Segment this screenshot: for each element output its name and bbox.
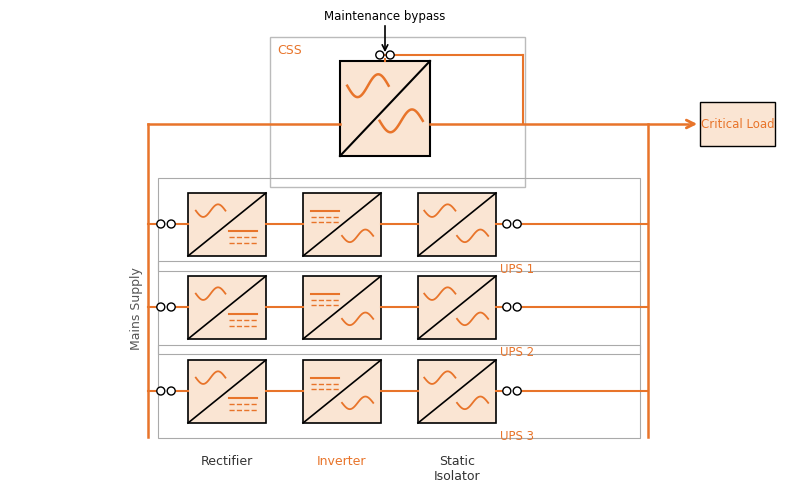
Text: Static
Isolator: Static Isolator xyxy=(434,454,481,480)
Bar xyxy=(418,360,496,423)
Bar xyxy=(418,276,496,339)
Bar xyxy=(158,345,640,438)
Bar xyxy=(303,193,381,256)
Text: UPS 1: UPS 1 xyxy=(500,263,534,276)
Circle shape xyxy=(513,220,521,228)
Text: UPS 2: UPS 2 xyxy=(500,346,534,359)
Bar xyxy=(340,62,430,156)
Circle shape xyxy=(167,303,175,312)
Circle shape xyxy=(167,387,175,395)
Circle shape xyxy=(157,303,165,312)
Circle shape xyxy=(513,387,521,395)
Text: Critical Load: Critical Load xyxy=(701,118,774,131)
Text: Maintenance bypass: Maintenance bypass xyxy=(324,10,446,23)
Circle shape xyxy=(503,220,511,228)
Circle shape xyxy=(513,303,521,312)
Bar xyxy=(158,179,640,271)
Bar xyxy=(700,103,775,147)
Circle shape xyxy=(157,387,165,395)
Bar xyxy=(158,262,640,354)
Circle shape xyxy=(167,220,175,228)
Bar xyxy=(303,360,381,423)
Circle shape xyxy=(503,387,511,395)
Circle shape xyxy=(503,303,511,312)
Text: Mains Supply: Mains Supply xyxy=(129,266,143,349)
Bar xyxy=(303,276,381,339)
Bar xyxy=(418,193,496,256)
Bar xyxy=(188,193,266,256)
Bar xyxy=(188,360,266,423)
Circle shape xyxy=(376,52,384,60)
Bar xyxy=(188,276,266,339)
Text: Inverter: Inverter xyxy=(317,454,366,467)
Circle shape xyxy=(157,220,165,228)
Text: UPS 3: UPS 3 xyxy=(500,430,534,443)
Bar xyxy=(270,38,525,188)
Circle shape xyxy=(386,52,394,60)
Text: CSS: CSS xyxy=(277,45,302,58)
Text: Rectifier: Rectifier xyxy=(201,454,253,467)
